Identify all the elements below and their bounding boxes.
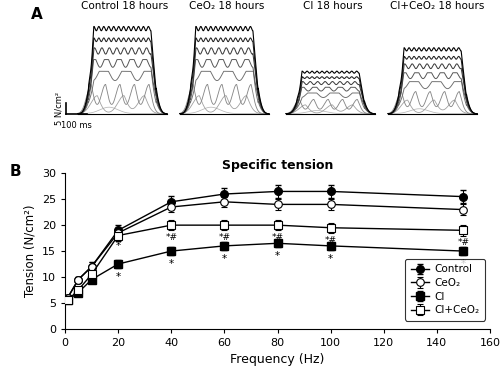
Text: *: * xyxy=(222,254,227,264)
Text: *#: *# xyxy=(324,235,336,245)
Text: *#: *# xyxy=(458,238,469,247)
Text: CI 18 hours: CI 18 hours xyxy=(303,1,362,11)
Text: 5 N/cm²: 5 N/cm² xyxy=(54,92,64,125)
Text: Control 18 hours: Control 18 hours xyxy=(81,1,168,11)
Text: B: B xyxy=(10,164,22,179)
Text: *#: *# xyxy=(165,233,177,242)
Text: A: A xyxy=(31,7,43,22)
Text: *#: *# xyxy=(218,233,230,242)
Text: *#: *# xyxy=(272,233,283,242)
Text: *: * xyxy=(116,241,120,251)
X-axis label: Frequency (Hz): Frequency (Hz) xyxy=(230,353,324,366)
Text: 100 ms: 100 ms xyxy=(61,121,92,130)
Title: Specific tension: Specific tension xyxy=(222,159,333,172)
Text: *: * xyxy=(461,259,466,269)
Y-axis label: Tension (N/cm²): Tension (N/cm²) xyxy=(24,205,36,297)
Text: *: * xyxy=(275,251,280,261)
Text: CI+CeO₂ 18 hours: CI+CeO₂ 18 hours xyxy=(390,1,484,11)
Legend: Control, CeO₂, CI, CI+CeO₂: Control, CeO₂, CI, CI+CeO₂ xyxy=(406,259,485,321)
Text: *: * xyxy=(328,254,333,264)
Text: *: * xyxy=(168,259,174,269)
Text: CeO₂ 18 hours: CeO₂ 18 hours xyxy=(189,1,264,11)
Text: *: * xyxy=(116,272,120,282)
